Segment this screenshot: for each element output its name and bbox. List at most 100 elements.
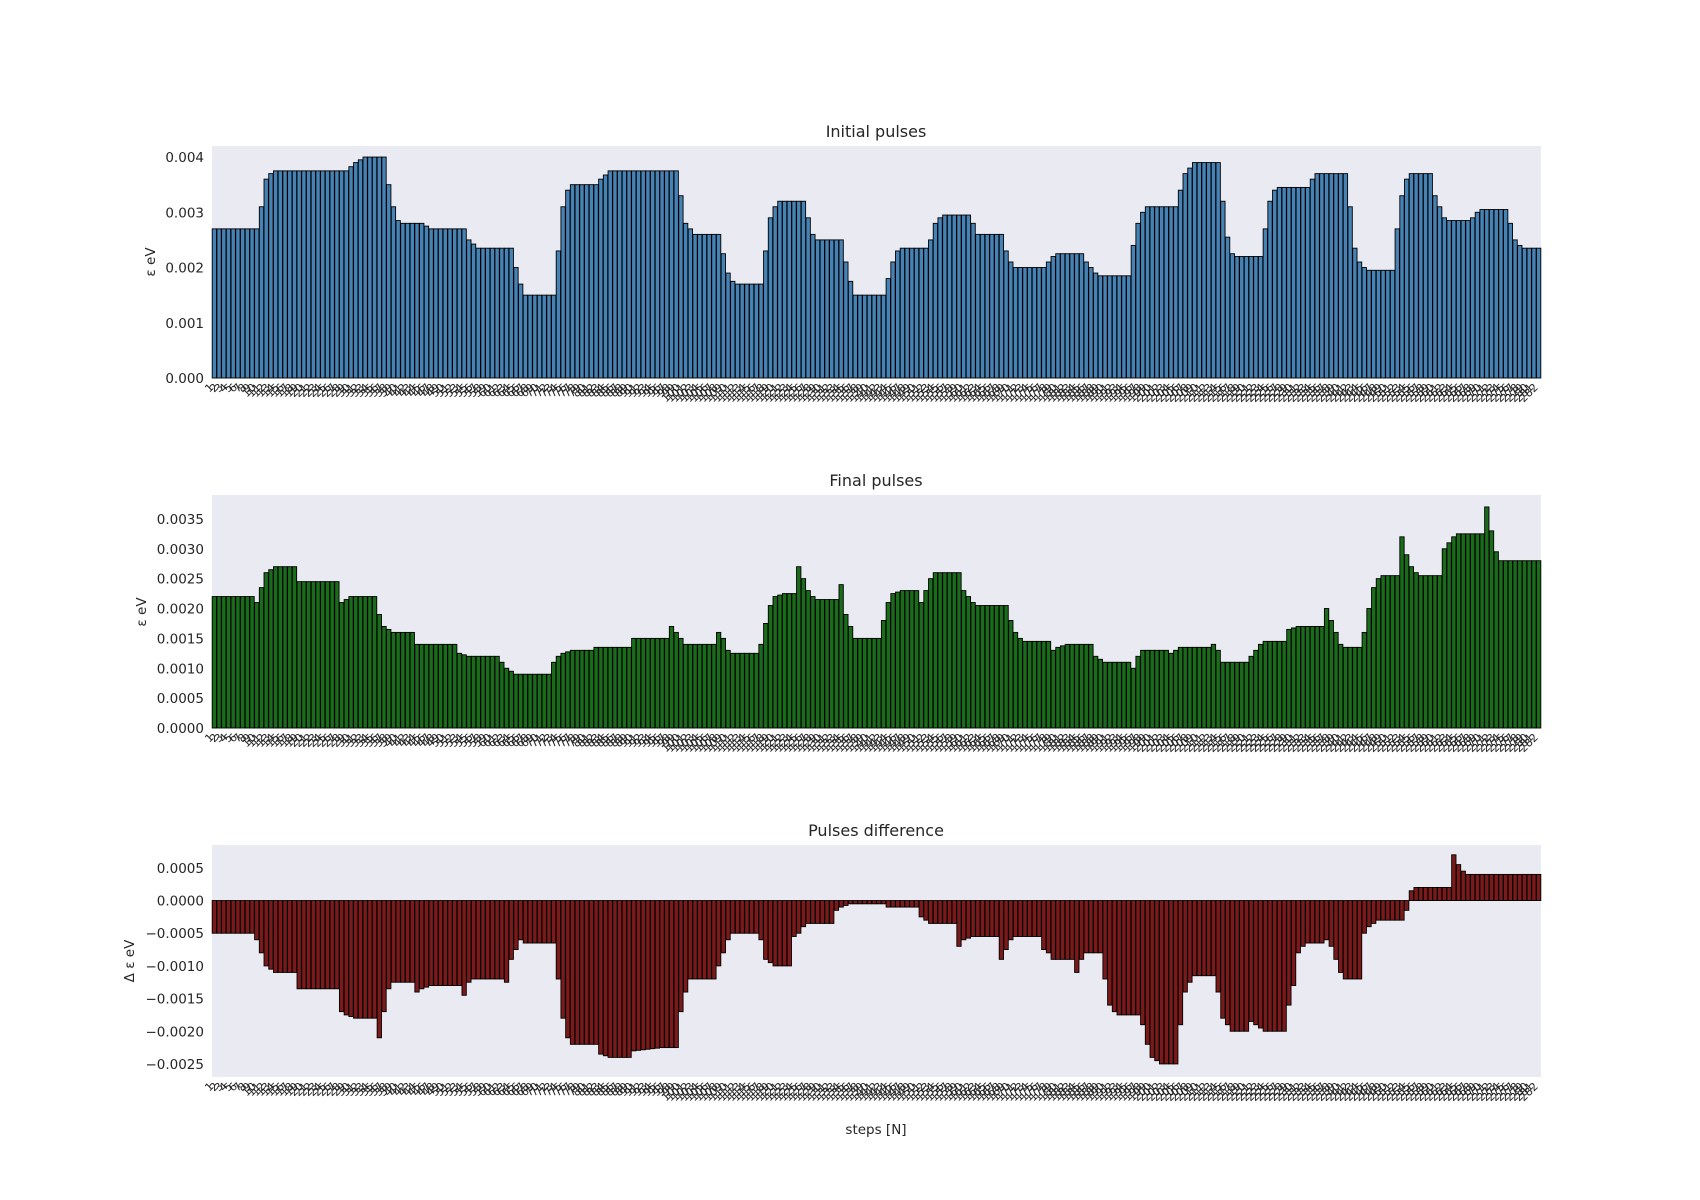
final-pulses-x-ticks: 1234567891011121314151617181920212223242… <box>202 731 1540 755</box>
bar <box>1083 900 1089 954</box>
bar <box>1191 162 1198 379</box>
bar <box>1224 661 1231 729</box>
bar <box>1474 533 1480 729</box>
bar <box>1069 253 1075 379</box>
bar <box>612 170 618 379</box>
bar <box>1220 900 1226 1019</box>
bar <box>1196 162 1202 379</box>
bar <box>1446 220 1452 379</box>
bar <box>1437 887 1443 901</box>
bar <box>1060 253 1066 379</box>
bar <box>513 673 519 729</box>
bar <box>683 222 689 379</box>
bar <box>324 900 331 990</box>
bar <box>503 900 510 983</box>
bar <box>1536 247 1542 379</box>
bar <box>466 239 472 379</box>
bar <box>951 900 957 924</box>
bar <box>1074 253 1080 379</box>
pulses-difference-x-label: steps [N] <box>845 1122 906 1138</box>
bar <box>725 649 731 729</box>
bar <box>1140 900 1146 1026</box>
bar <box>400 631 406 729</box>
bar <box>338 900 345 1013</box>
bar <box>857 637 863 729</box>
bar <box>1041 900 1047 951</box>
bar <box>758 283 764 379</box>
bar <box>1078 900 1085 960</box>
bar <box>711 900 717 980</box>
bar <box>730 280 736 379</box>
bar <box>626 646 632 729</box>
bar <box>480 900 486 980</box>
bar <box>767 900 774 964</box>
bar <box>1319 625 1325 729</box>
bar <box>1512 239 1518 379</box>
bar <box>1413 173 1419 379</box>
bar <box>687 228 693 379</box>
bar <box>673 631 679 729</box>
bar <box>1300 625 1306 729</box>
bar <box>791 900 797 937</box>
bar <box>1239 900 1245 1032</box>
bar <box>1342 173 1349 379</box>
bar <box>1187 900 1193 983</box>
bar <box>885 602 891 729</box>
bar <box>763 900 769 960</box>
bar <box>414 222 420 379</box>
bar <box>1498 560 1504 729</box>
bar <box>1121 661 1127 729</box>
bar <box>235 596 241 729</box>
bar <box>1140 211 1146 379</box>
y-tick-label: 0.0030 <box>157 542 204 558</box>
y-tick-label: 0.0000 <box>157 894 204 910</box>
bar <box>1243 256 1250 379</box>
bar <box>1220 661 1226 729</box>
bar <box>1055 900 1061 960</box>
bar <box>1196 900 1202 977</box>
bar <box>824 900 830 924</box>
bar <box>678 195 684 379</box>
bar <box>810 233 816 379</box>
bar <box>1248 256 1254 379</box>
bar <box>1088 900 1094 954</box>
bar <box>447 643 453 729</box>
bar <box>862 900 868 905</box>
bar <box>786 593 792 729</box>
bar <box>725 272 731 379</box>
bar <box>1413 572 1419 729</box>
bar <box>838 900 844 908</box>
bar <box>998 233 1005 379</box>
bar <box>433 643 439 729</box>
bar <box>419 222 425 379</box>
bar <box>932 222 939 379</box>
bar <box>1121 900 1127 1016</box>
bar <box>942 900 948 924</box>
bar <box>758 643 764 729</box>
bar <box>513 900 519 951</box>
bar <box>1215 649 1221 729</box>
bar <box>1064 900 1070 960</box>
bar <box>1479 533 1485 729</box>
bar <box>1394 900 1400 921</box>
bar <box>240 596 246 729</box>
bar <box>1470 873 1476 901</box>
bar <box>489 247 496 379</box>
bar <box>1517 560 1523 729</box>
bar <box>857 900 863 905</box>
bar <box>895 250 901 379</box>
bar <box>602 646 609 729</box>
bar <box>1012 267 1019 379</box>
bar <box>673 170 679 379</box>
bar <box>796 566 802 729</box>
bar <box>1201 900 1207 977</box>
bar <box>744 652 750 729</box>
bar <box>1432 195 1438 379</box>
bar <box>287 566 293 729</box>
bar <box>720 637 726 729</box>
bar <box>711 233 717 379</box>
bar <box>593 646 599 729</box>
bar <box>1474 211 1480 379</box>
bar <box>1262 900 1268 1032</box>
bar <box>763 250 769 379</box>
